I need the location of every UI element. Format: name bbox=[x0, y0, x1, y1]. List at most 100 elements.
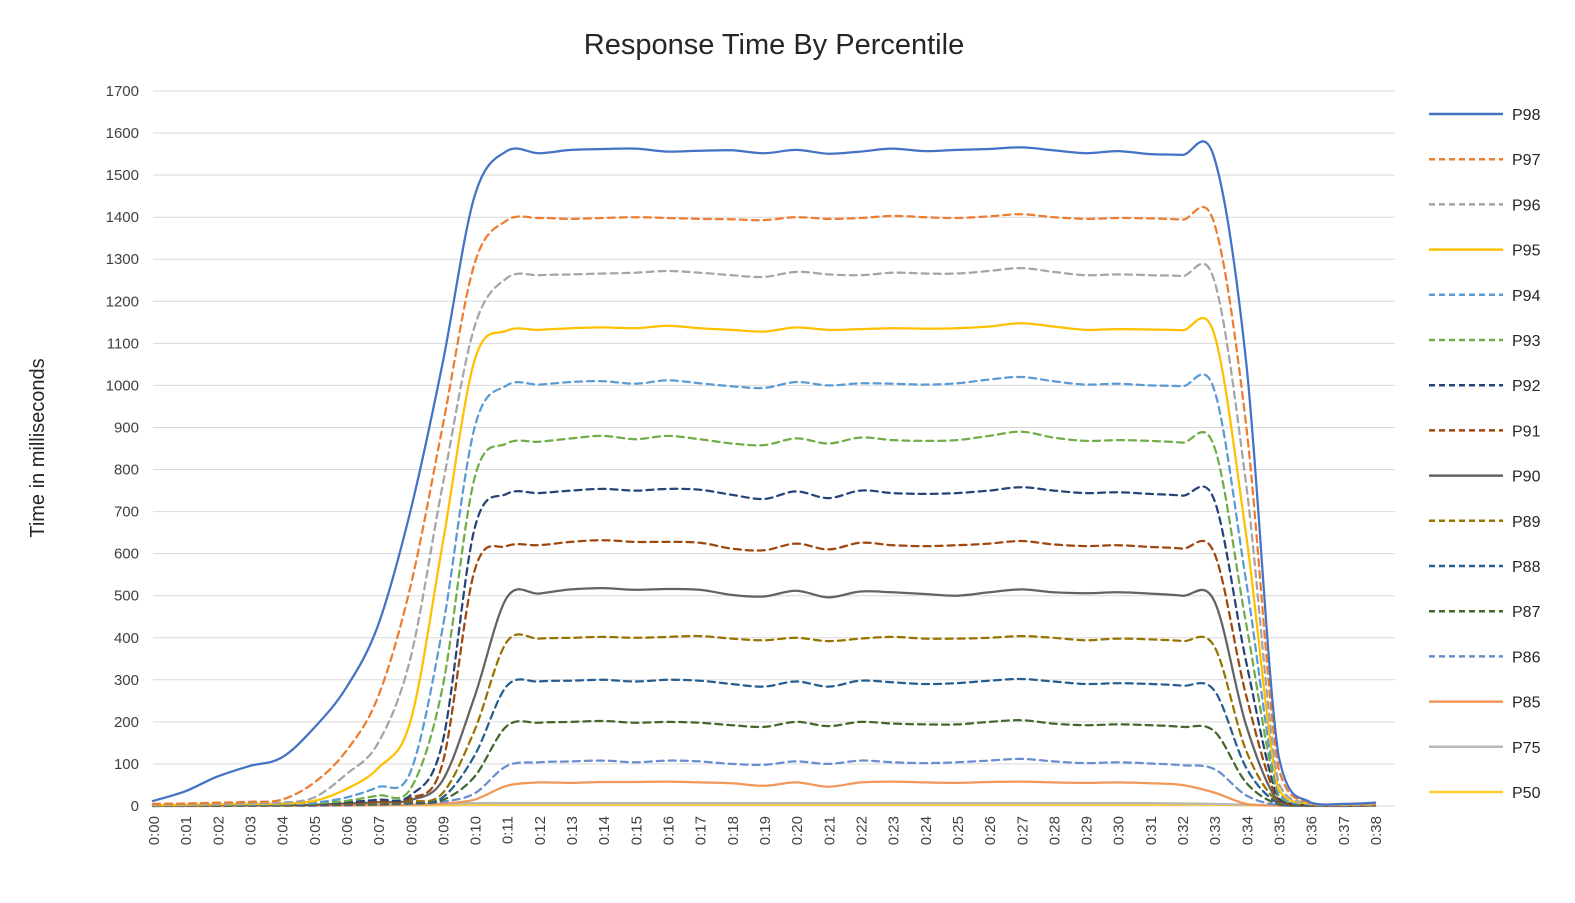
y-tick-label: 400 bbox=[114, 630, 139, 647]
legend-label-p90: P90 bbox=[1512, 469, 1541, 486]
y-tick-label: 900 bbox=[114, 420, 139, 437]
legend-item-p98: P98 bbox=[1429, 107, 1541, 124]
legend-item-p95: P95 bbox=[1429, 243, 1541, 260]
legend-item-p93: P93 bbox=[1429, 333, 1541, 350]
x-tick-label: 0:18 bbox=[725, 816, 742, 845]
x-tick-label: 0:33 bbox=[1207, 816, 1224, 845]
x-tick-label: 0:08 bbox=[403, 816, 420, 845]
legend-label-p75: P75 bbox=[1512, 740, 1541, 757]
legend-item-p88: P88 bbox=[1429, 559, 1541, 576]
x-tick-label: 0:23 bbox=[886, 816, 903, 845]
legend-item-p90: P90 bbox=[1429, 469, 1541, 486]
legend-label-p98: P98 bbox=[1512, 107, 1541, 124]
x-tick-label: 0:02 bbox=[210, 816, 227, 845]
x-tick-label: 0:24 bbox=[918, 816, 935, 845]
x-tick-label: 0:36 bbox=[1304, 816, 1321, 845]
series-line-p96 bbox=[151, 262, 1377, 807]
x-tick-label: 0:13 bbox=[564, 816, 581, 845]
x-tick-label: 0:25 bbox=[950, 816, 967, 845]
legend-label-p50: P50 bbox=[1512, 785, 1541, 802]
legend-item-p97: P97 bbox=[1429, 152, 1541, 169]
x-tick-label: 0:31 bbox=[1143, 816, 1160, 845]
x-tick-label: 0:17 bbox=[693, 816, 710, 845]
x-tick-label: 0:28 bbox=[1046, 816, 1063, 845]
y-tick-label: 1600 bbox=[106, 125, 139, 142]
y-tick-label: 1700 bbox=[106, 83, 139, 100]
x-tick-label: 0:05 bbox=[307, 816, 324, 845]
series-line-p98 bbox=[151, 140, 1377, 806]
y-tick-label: 1100 bbox=[107, 335, 139, 352]
y-tick-label: 200 bbox=[114, 714, 139, 731]
legend-item-p85: P85 bbox=[1429, 695, 1541, 712]
x-tick-label: 0:30 bbox=[1111, 816, 1128, 845]
legend-item-p91: P91 bbox=[1429, 423, 1541, 440]
legend-label-p88: P88 bbox=[1512, 559, 1541, 576]
legend-label-p93: P93 bbox=[1512, 333, 1541, 350]
y-tick-label: 1000 bbox=[106, 377, 139, 394]
series-line-p95 bbox=[151, 316, 1377, 807]
series-line-p90 bbox=[151, 586, 1377, 807]
y-axis-tick-labels: 0 100 200 300 400 500 600 700 800 900 1000 1100 1200… bbox=[106, 83, 139, 815]
x-tick-label: 0:11 bbox=[500, 816, 517, 844]
x-axis-tick-labels: 0:00 0:01 0:02 0:03 0:04 0:05 0:06 0:07 0:08 0:09… bbox=[146, 816, 1385, 845]
x-tick-label: 0:35 bbox=[1272, 816, 1289, 845]
legend-label-p97: P97 bbox=[1512, 152, 1541, 169]
x-tick-label: 0:03 bbox=[243, 816, 260, 845]
x-tick-label: 0:04 bbox=[275, 816, 292, 845]
x-tick-label: 0:22 bbox=[854, 816, 871, 845]
y-tick-label: 300 bbox=[114, 672, 139, 689]
legend-label-p85: P85 bbox=[1512, 695, 1541, 712]
y-tick-label: 100 bbox=[114, 756, 139, 773]
legend-label-p96: P96 bbox=[1512, 197, 1541, 214]
x-tick-label: 0:01 bbox=[178, 816, 195, 845]
x-tick-label: 0:16 bbox=[661, 816, 678, 845]
y-tick-label: 800 bbox=[114, 462, 139, 479]
x-tick-label: 0:34 bbox=[1239, 816, 1256, 845]
series-line-p97 bbox=[151, 205, 1377, 806]
series-line-p94 bbox=[151, 373, 1377, 807]
x-tick-label: 0:26 bbox=[982, 816, 999, 845]
x-tick-label: 0:37 bbox=[1336, 816, 1353, 845]
legend-label-p91: P91 bbox=[1512, 423, 1541, 440]
y-tick-label: 1400 bbox=[106, 209, 139, 226]
y-tick-label: 500 bbox=[114, 588, 139, 605]
y-tick-label: 600 bbox=[114, 546, 139, 563]
series-line-p87 bbox=[151, 719, 1377, 808]
legend: P98 P97 P96 P95 P94 P93 P92 P91 P90 P89 P88 P87 P86 P… bbox=[1429, 107, 1541, 802]
legend-label-p87: P87 bbox=[1512, 604, 1541, 621]
chart-title: Response Time By Percentile bbox=[584, 29, 964, 61]
y-tick-label: 700 bbox=[114, 504, 139, 521]
y-tick-label: 0 bbox=[131, 798, 139, 815]
legend-item-p89: P89 bbox=[1429, 514, 1541, 531]
x-tick-label: 0:38 bbox=[1368, 816, 1385, 845]
series-line-p91 bbox=[151, 539, 1377, 807]
series-line-p89 bbox=[151, 633, 1377, 807]
x-tick-label: 0:29 bbox=[1079, 816, 1096, 845]
gridlines bbox=[153, 90, 1395, 807]
x-tick-label: 0:15 bbox=[628, 816, 645, 845]
legend-label-p94: P94 bbox=[1512, 288, 1541, 305]
x-tick-label: 0:10 bbox=[468, 816, 485, 845]
legend-item-p75: P75 bbox=[1429, 740, 1541, 757]
series-line-p85 bbox=[151, 780, 1377, 808]
legend-item-p96: P96 bbox=[1429, 197, 1541, 214]
x-tick-label: 0:21 bbox=[821, 816, 838, 845]
y-tick-label: 1500 bbox=[106, 167, 139, 184]
x-tick-label: 0:27 bbox=[1014, 816, 1031, 845]
legend-item-p87: P87 bbox=[1429, 604, 1541, 621]
x-tick-label: 0:14 bbox=[596, 816, 613, 845]
x-tick-label: 0:06 bbox=[339, 816, 356, 845]
y-tick-label: 1300 bbox=[106, 251, 139, 268]
x-tick-label: 0:12 bbox=[532, 816, 549, 845]
x-tick-label: 0:20 bbox=[789, 816, 806, 845]
y-tick-label: 1200 bbox=[106, 293, 139, 310]
legend-label-p89: P89 bbox=[1512, 514, 1541, 531]
series-line-p92 bbox=[151, 485, 1377, 807]
x-tick-label: 0:07 bbox=[371, 816, 388, 845]
legend-item-p92: P92 bbox=[1429, 378, 1541, 395]
x-tick-label: 0:19 bbox=[757, 816, 774, 845]
series-line-p93 bbox=[151, 430, 1377, 807]
legend-item-p50: P50 bbox=[1429, 785, 1541, 802]
